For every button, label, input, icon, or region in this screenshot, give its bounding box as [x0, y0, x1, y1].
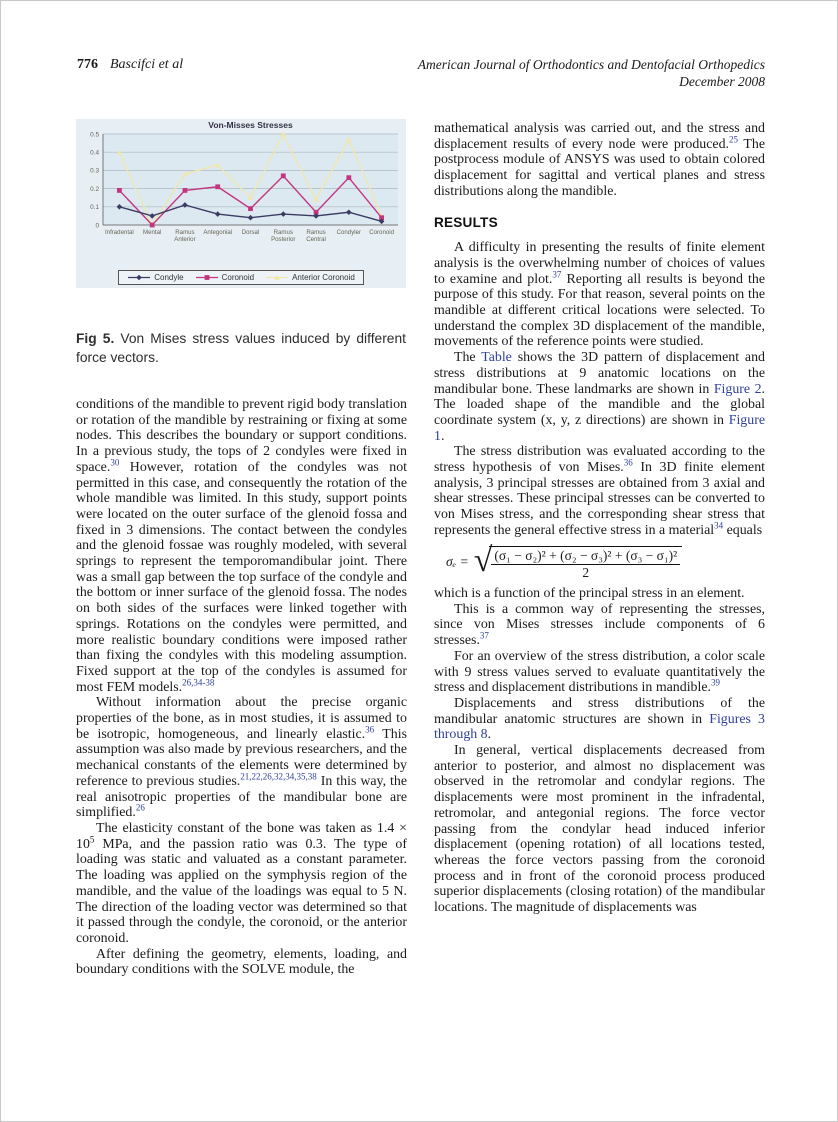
math-exponent: 5 — [89, 834, 95, 845]
legend-item: Coronoid — [195, 273, 254, 282]
cross-ref-link[interactable]: Table — [481, 350, 512, 366]
citation-ref[interactable]: 26,34-38 — [182, 677, 215, 688]
figure-label: Fig 5. — [76, 331, 115, 346]
svg-text:Infradental: Infradental — [105, 229, 134, 236]
citation-ref[interactable]: 36 — [365, 724, 375, 735]
svg-text:0.2: 0.2 — [90, 186, 99, 193]
svg-text:0.5: 0.5 — [90, 131, 99, 138]
svg-text:Condyler: Condyler — [337, 229, 361, 236]
figure-caption-text: Von Mises stress values induced by diffe… — [76, 331, 406, 365]
svg-text:Mental: Mental — [143, 229, 161, 236]
paragraph: For an overview of the stress distributi… — [434, 648, 765, 696]
paragraph: The Table shows the 3D pattern of displa… — [434, 350, 765, 444]
left-column: conditions of the mandible to prevent ri… — [76, 397, 407, 978]
legend-marker-icon — [128, 274, 151, 281]
legend-item: Anterior Coronoid — [265, 273, 355, 282]
running-head-left: 776 Bascifci et al — [77, 57, 183, 73]
running-head-right: American Journal of Orthodontics and Den… — [418, 57, 765, 90]
paragraph: Displacements and stress distributions o… — [434, 695, 766, 743]
citation-ref[interactable]: 36 — [623, 457, 633, 468]
paragraph: mathematical analysis was carried out, a… — [434, 121, 765, 199]
right-column: mathematical analysis was carried out, a… — [434, 121, 765, 916]
paragraph: The elasticity constant of the bone was … — [76, 820, 407, 946]
section-heading: RESULTS — [434, 214, 498, 230]
running-authors: Bascifci et al — [110, 57, 184, 72]
page-number: 776 — [77, 57, 98, 72]
cross-ref-link[interactable]: Figures 3 through 8 — [434, 711, 766, 743]
cross-ref-link[interactable]: Figure 2 — [713, 381, 762, 397]
cross-ref-link[interactable]: Figure 1 — [434, 412, 765, 444]
legend-marker-icon — [195, 275, 218, 280]
svg-text:0.3: 0.3 — [90, 168, 99, 175]
paragraph: The stress distribution was evaluated ac… — [434, 444, 765, 538]
legend-label: Anterior Coronoid — [292, 273, 355, 282]
legend-marker-icon — [266, 274, 289, 280]
citation-ref[interactable]: 25 — [729, 134, 738, 145]
svg-text:0.1: 0.1 — [90, 204, 99, 211]
figure-5-caption: Fig 5. Von Mises stress values induced b… — [76, 330, 406, 367]
svg-text:0: 0 — [95, 222, 99, 229]
chart-legend-box: Condyle Coronoid Anterior Coronoid — [118, 270, 364, 285]
citation-ref[interactable]: 37 — [479, 630, 489, 641]
issue-date: December 2008 — [679, 73, 765, 89]
citation-ref[interactable]: 34 — [714, 520, 724, 531]
legend-label: Condyle — [154, 273, 184, 282]
von-mises-equation: σₑ = √ (σ₁ − σ₂)² + (σ₂ − σ₃)² + (σ₃ − σ₁)… — [446, 542, 765, 581]
citation-ref[interactable]: 26 — [135, 802, 145, 813]
citation-ref[interactable]: 30 — [110, 457, 120, 468]
paragraph: which is a function of the principal str… — [434, 585, 745, 601]
svg-text:Antegonial: Antegonial — [203, 229, 232, 236]
paragraph: In general, vertical displacements decre… — [434, 743, 765, 916]
svg-text:Coronoid: Coronoid — [369, 229, 394, 236]
svg-text:0.4: 0.4 — [90, 150, 99, 157]
paragraph: After defining the geometry, elements, l… — [76, 946, 407, 978]
citation-ref[interactable]: 21,22,26,32,34,35,38 — [240, 771, 317, 782]
svg-text:Dorsal: Dorsal — [242, 229, 260, 236]
legend-label: Coronoid — [221, 273, 255, 282]
svg-text:Von-Misses Stresses: Von-Misses Stresses — [208, 120, 293, 130]
legend-item: Condyle — [127, 273, 184, 282]
paragraph: A difficulty in presenting the results o… — [434, 240, 765, 350]
journal-title: American Journal of Orthodontics and Den… — [417, 57, 765, 72]
chart-legend: Condyle Coronoid Anterior Coronoid — [76, 270, 406, 285]
von-mises-chart: Von-Misses Stresses 0 0.1 0.2 0.3 0.4 0.5 Infra… — [76, 119, 406, 269]
radical-sign: √ — [473, 542, 493, 580]
citation-ref[interactable]: 39 — [711, 677, 720, 688]
citation-ref[interactable]: 37 — [552, 269, 562, 279]
paragraph: Without information about the precise or… — [76, 695, 407, 821]
figure-5: Von-Misses Stresses 0 0.1 0.2 0.3 0.4 0.5 Infra… — [76, 119, 406, 288]
paragraph: This is a common way of representing the… — [434, 601, 765, 649]
paragraph: conditions of the mandible to prevent ri… — [76, 397, 407, 695]
